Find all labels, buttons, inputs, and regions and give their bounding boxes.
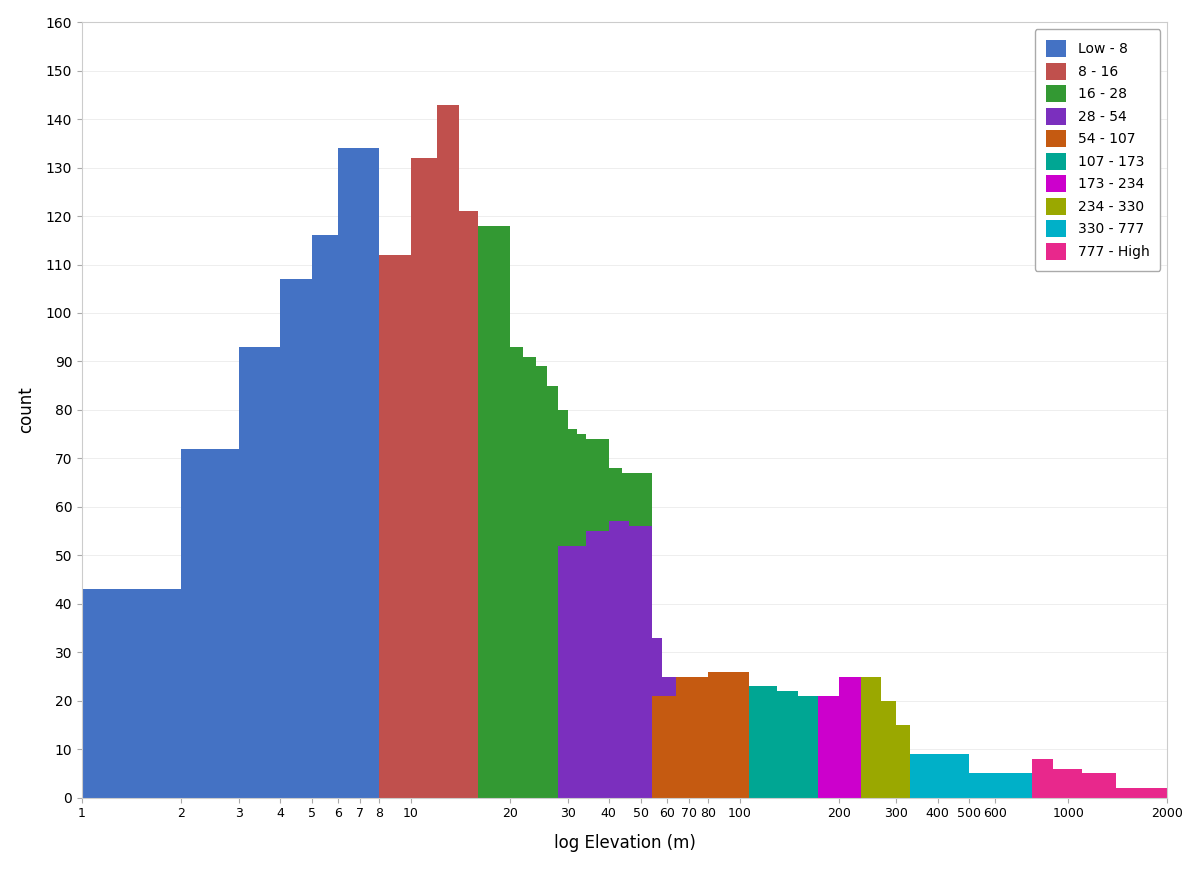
Bar [523,356,536,798]
Bar [629,527,652,798]
Bar [1032,759,1054,798]
Bar [896,725,910,798]
Bar [676,677,708,798]
Y-axis label: count: count [17,387,35,434]
Bar [862,677,882,798]
Bar [360,149,379,798]
Bar [608,468,623,798]
Bar [882,700,896,798]
Bar [568,429,577,798]
Bar [586,439,594,798]
Bar [547,386,558,798]
Bar [82,589,181,798]
Bar [379,255,410,798]
Bar [181,448,239,798]
Bar [410,158,437,798]
Bar [749,687,778,798]
Bar [818,696,839,798]
Bar [1054,769,1082,798]
Bar [778,691,798,798]
Bar [937,754,970,798]
Bar [662,677,676,798]
Bar [494,303,510,798]
Bar [558,546,586,798]
Bar [708,672,749,798]
Bar [1082,773,1116,798]
Bar [1116,788,1168,798]
Bar [996,773,1032,798]
Bar [652,696,676,798]
Bar [478,275,494,798]
Bar [338,149,360,798]
Bar [910,754,937,798]
Bar [536,367,547,798]
Bar [970,773,996,798]
Bar [558,410,568,798]
Bar [437,104,458,798]
Bar [478,226,510,798]
Bar [510,347,523,798]
Bar [839,677,862,798]
Bar [312,235,338,798]
Bar [623,473,652,798]
Bar [458,211,478,798]
Bar [280,279,312,798]
Bar [577,434,586,798]
Bar [608,521,629,798]
Legend: Low - 8, 8 - 16, 16 - 28, 28 - 54, 54 - 107, 107 - 173, 173 - 234, 234 - 330, 33: Low - 8, 8 - 16, 16 - 28, 28 - 54, 54 - … [1034,29,1160,271]
Bar [594,439,608,798]
Bar [586,531,608,798]
Bar [239,347,280,798]
Bar [798,696,818,798]
Bar [652,638,662,798]
X-axis label: log Elevation (m): log Elevation (m) [553,834,696,852]
